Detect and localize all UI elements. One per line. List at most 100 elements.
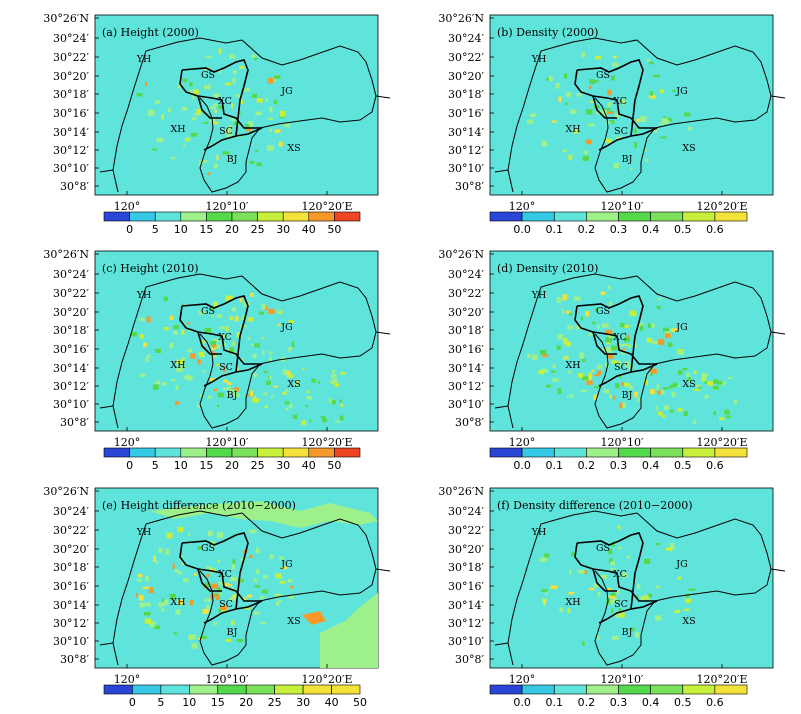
colorbar-segment xyxy=(154,211,182,222)
field-cell xyxy=(235,367,239,373)
colorbar: 0.0 0.1 0.2 0.3 0.4 0.5 0.6 xyxy=(489,447,748,472)
field-cell xyxy=(172,563,175,569)
field-cell xyxy=(185,137,191,142)
district-label: XH xyxy=(565,597,580,608)
field-cell xyxy=(588,372,593,379)
field-cell xyxy=(218,581,225,585)
field-cell xyxy=(226,393,229,397)
field-cell xyxy=(255,149,258,153)
field-cell xyxy=(655,615,662,621)
boundary-line xyxy=(606,127,658,147)
boundary-line xyxy=(181,295,249,373)
field-cell xyxy=(196,109,201,115)
field-cell xyxy=(162,598,165,602)
field-cell xyxy=(240,558,244,563)
field-cell xyxy=(268,375,271,379)
colorbar-label: 0.1 xyxy=(546,223,564,236)
district-boundaries xyxy=(99,510,391,666)
field-cell xyxy=(586,139,592,145)
y-tick-label: 30°20′ xyxy=(448,543,484,556)
field-cell xyxy=(584,570,587,575)
map-f: YH GS XC JG XH SC BJ XS (f) Density difference (… xyxy=(438,485,786,709)
field-cell xyxy=(213,388,218,392)
y-tick-label: 30°24′ xyxy=(53,505,89,518)
field-cell xyxy=(629,310,636,315)
field-cell xyxy=(601,323,609,328)
field-cell xyxy=(261,304,266,310)
field-cell xyxy=(263,575,268,579)
colorbar-segment xyxy=(160,684,190,695)
boundary-line xyxy=(598,145,608,151)
field-cell xyxy=(168,107,172,113)
y-tick-label: 30°18′ xyxy=(53,324,89,337)
field-cell xyxy=(694,388,700,392)
field-cell xyxy=(593,583,599,588)
colorbar-segment xyxy=(331,684,361,695)
field-cell xyxy=(581,641,585,646)
y-tick-label: 30°22′ xyxy=(448,524,484,537)
field-cell xyxy=(340,403,344,407)
colorbar-label: 0.6 xyxy=(706,223,724,236)
field-cell xyxy=(230,118,235,121)
colorbar: 0 5 10 15 20 25 30 40 50 xyxy=(103,684,367,709)
boundary-line xyxy=(181,532,249,610)
field-cell xyxy=(227,382,232,385)
x-tick-label: 120° xyxy=(509,436,536,449)
field-cell xyxy=(184,375,189,379)
field-cell xyxy=(251,54,257,58)
field-cell xyxy=(246,594,253,598)
map-frame xyxy=(489,487,774,669)
field-cell xyxy=(143,612,151,616)
field-cell xyxy=(181,357,185,363)
colorbar-segment xyxy=(129,447,156,458)
x-tick-label: 120° xyxy=(114,436,141,449)
district-label: YH xyxy=(136,527,152,538)
field-cell xyxy=(201,160,208,163)
field-cell xyxy=(233,387,239,392)
field-cell xyxy=(280,566,288,569)
x-tick-label: 120°20′E xyxy=(696,436,747,449)
field-cell xyxy=(592,321,596,325)
field-cell xyxy=(552,378,559,382)
field-cell xyxy=(247,337,251,340)
field-cell xyxy=(170,156,177,160)
field-cell xyxy=(655,406,658,411)
colorbar-segment xyxy=(274,684,304,695)
field-cell xyxy=(567,325,574,330)
field-cell xyxy=(657,411,663,416)
map-e: YH GS XC JG XH SC BJ XS (e) Height difference (2… xyxy=(43,485,391,709)
field-cell xyxy=(188,329,192,332)
field-cell xyxy=(551,370,556,373)
boundary-line xyxy=(203,618,213,624)
field-cell xyxy=(274,75,281,79)
field-cell xyxy=(189,599,194,606)
field-cell xyxy=(177,599,184,605)
field-cell xyxy=(644,380,648,385)
field-cell xyxy=(588,85,592,89)
field-cell xyxy=(269,106,273,113)
colorbar-segment xyxy=(682,447,716,458)
field-cell xyxy=(666,547,673,551)
y-tick-label: 30°26′N xyxy=(438,12,484,25)
field-cell xyxy=(169,593,176,600)
map-frame xyxy=(94,14,379,196)
field-cell xyxy=(230,620,235,625)
field-cell xyxy=(339,399,343,403)
boundary-line xyxy=(576,295,644,373)
field-cell xyxy=(613,596,617,603)
district-label: XC xyxy=(613,332,627,343)
field-cell xyxy=(658,123,664,126)
field-cell xyxy=(136,578,142,582)
field-cell xyxy=(557,388,562,394)
field-cell xyxy=(585,311,590,317)
field-cell xyxy=(527,119,534,124)
field-cell xyxy=(551,120,557,123)
field-cell xyxy=(340,371,346,375)
field-cell xyxy=(615,136,622,139)
field-cell xyxy=(250,390,253,397)
field-cell xyxy=(657,390,663,395)
field-cell xyxy=(219,68,222,74)
district-label: GS xyxy=(201,70,215,81)
field-cell xyxy=(210,340,216,347)
field-cell xyxy=(190,132,198,137)
